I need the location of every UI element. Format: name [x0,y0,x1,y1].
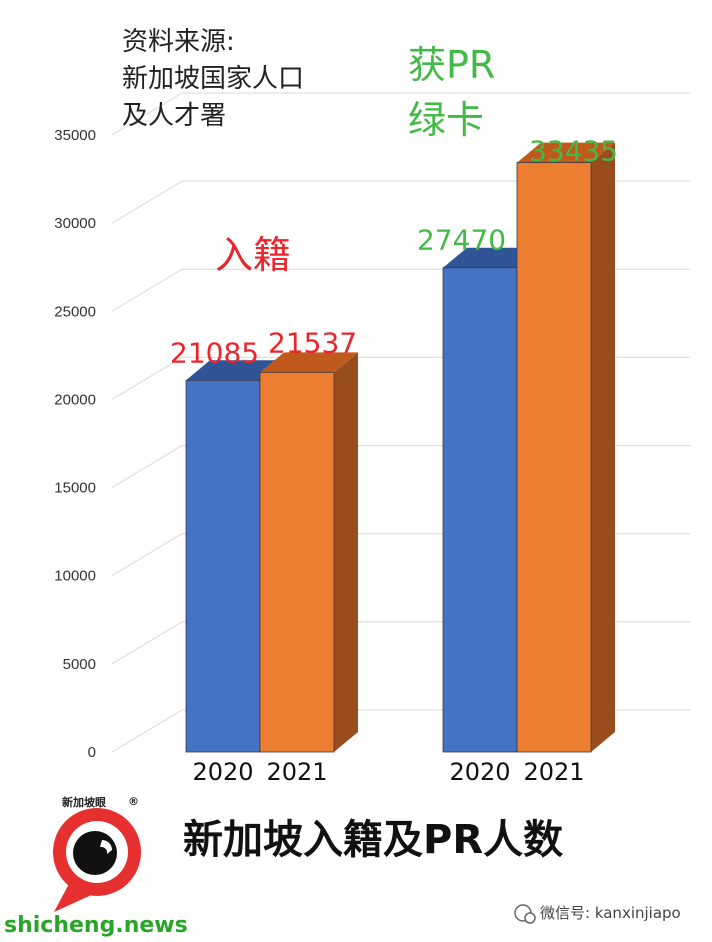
bar-2021-group-0 [259,352,358,753]
y-tick-label: 15000 [54,480,96,497]
x-category-label: 2020 [449,758,510,786]
y-tick-label: 0 [88,744,96,761]
chart-title: 新加坡入籍及PR人数 [183,817,563,863]
gridline-diagonal [111,709,183,753]
bar-2021-group-1 [516,142,615,753]
data-labels: 21085 21537 27470 33435 [170,135,618,370]
group-label-naturalization: 入籍 [215,233,291,277]
gridline-diagonal [111,445,183,489]
data-label: 21537 [268,326,357,359]
gridline-diagonal [111,533,183,577]
wechat-watermark: 微信号: kanxinjiapo [514,904,681,924]
group-label-pr-line-1: 获PR [408,43,495,87]
logo-mark: ® [128,795,139,808]
bar-front [259,371,335,753]
logo: 新加坡眼 ® [53,795,141,912]
group-label-pr-line-2: 绿卡 [408,98,484,142]
bars [185,142,615,753]
logo-caption: 新加坡眼 [62,795,106,809]
bar-side [334,352,358,752]
logo-highlight [100,840,112,854]
data-label: 21085 [170,336,259,369]
gridline-diagonal [111,356,183,400]
data-label: 33435 [529,135,618,168]
y-axis-ticks: 0 5000 10000 15000 20000 25000 30000 35000 [54,127,96,761]
wechat-icon-small [524,912,536,924]
x-axis-categories: 2020 2021 2020 2021 [192,758,584,786]
bar-front [516,162,592,753]
gridline-diagonal [111,180,183,224]
gridline-diagonal [111,621,183,665]
x-category-label: 2021 [523,758,584,786]
y-tick-label: 35000 [54,127,96,144]
logo-pupil [73,831,117,875]
bar-top [260,352,358,373]
y-tick-label: 30000 [54,215,96,232]
x-category-label: 2021 [266,758,327,786]
bar-front [185,379,261,753]
source-line-1: 资料来源: [122,27,235,57]
watermark-site: shicheng.news [4,913,188,938]
y-tick-label: 5000 [63,656,96,673]
bar-top [186,360,284,381]
bar-front [442,267,518,753]
gridline-diagonal [111,268,183,312]
x-category-label: 2020 [192,758,253,786]
y-tick-label: 10000 [54,568,96,585]
bar-top [517,142,615,163]
gridline-diagonal [111,92,183,136]
y-tick-label: 20000 [54,391,96,408]
logo-pointer-icon [54,882,98,912]
bar-top [443,247,541,268]
bar-side [591,142,615,752]
source-line-2: 新加坡国家人口 [122,64,304,94]
source-line-3: 及人才署 [122,101,226,131]
wechat-id: 微信号: kanxinjiapo [540,904,681,922]
data-label: 27470 [417,224,506,257]
y-tick-label: 25000 [54,303,96,320]
